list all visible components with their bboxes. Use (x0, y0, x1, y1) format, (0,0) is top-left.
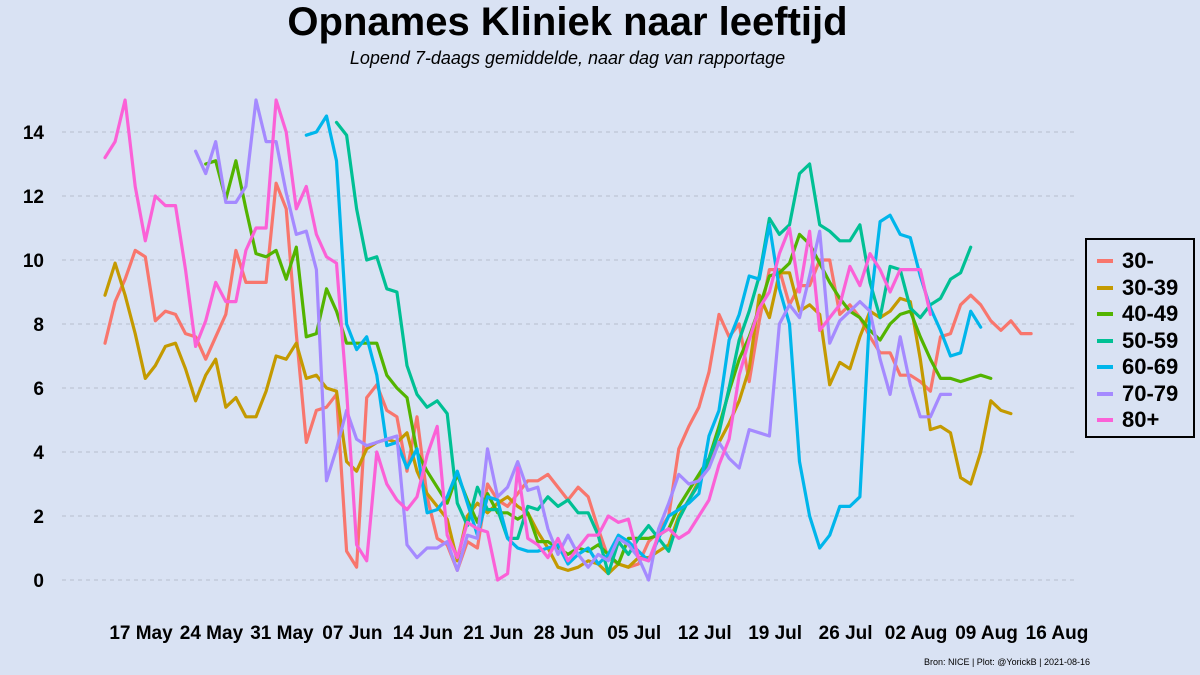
y-tick-label: 12 (23, 187, 44, 208)
x-axis-ticks: 17 May 24 May 31 May 07 Jun 14 Jun 21 Jun 28 J… (109, 623, 1088, 644)
y-tick-label: 10 (23, 251, 44, 272)
gridlines (62, 131, 1075, 581)
legend-swatch (1097, 312, 1113, 317)
x-tick-label: 07 Jun (322, 623, 382, 644)
x-tick-label: 31 May (250, 623, 314, 644)
legend-item: 60-69 (1097, 354, 1193, 381)
x-tick-label: 05 Jul (607, 623, 661, 644)
x-tick-label: 21 Jun (463, 623, 523, 644)
x-tick-label: 17 May (109, 623, 173, 644)
legend-item: 40-49 (1097, 301, 1193, 328)
x-tick-label: 16 Aug (1026, 623, 1089, 644)
legend-label: 30- (1122, 248, 1154, 274)
legend-label: 50-59 (1122, 327, 1179, 353)
x-tick-label: 09 Aug (955, 623, 1018, 644)
legend-item: 50-59 (1097, 328, 1193, 355)
legend-item: 30- (1097, 248, 1193, 275)
legend-label: 60-69 (1122, 354, 1179, 380)
series-line-50-59 (334, 120, 973, 576)
y-tick-label: 14 (23, 123, 45, 144)
legend: 30- 30-39 40-49 50-59 60-69 70-79 80+ (1085, 238, 1195, 438)
y-tick-label: 8 (33, 315, 44, 336)
legend-item: 70-79 (1097, 381, 1193, 408)
legend-swatch (1097, 418, 1113, 423)
x-tick-label: 26 Jul (819, 623, 873, 644)
series-line-80 (103, 98, 933, 582)
legend-item: 30-39 (1097, 275, 1193, 302)
legend-label: 70-79 (1122, 380, 1179, 406)
x-tick-label: 24 May (180, 623, 244, 644)
source-caption: Bron: NICE | Plot: @YorickB | 2021-08-16 (923, 657, 1090, 667)
legend-label: 80+ (1122, 407, 1160, 433)
series-line-30-39 (103, 261, 1013, 576)
legend-swatch (1097, 259, 1113, 264)
y-tick-label: 2 (33, 507, 44, 528)
chart-subtitle: Lopend 7-daags gemiddelde, naar dag van … (349, 48, 786, 68)
chart-title: Opnames Kliniek naar leeftijd (287, 0, 848, 44)
y-axis-ticks: 0 2 4 6 8 10 12 14 (23, 123, 45, 592)
series-lines (103, 98, 1033, 582)
x-tick-label: 28 Jun (534, 623, 594, 644)
x-tick-label: 19 Jul (748, 623, 802, 644)
legend-item: 80+ (1097, 407, 1193, 434)
series-line-40-49 (204, 159, 993, 566)
y-tick-label: 4 (33, 443, 44, 464)
legend-swatch (1097, 285, 1113, 290)
series-line-60-69 (304, 114, 983, 566)
legend-swatch (1097, 365, 1113, 370)
legend-swatch (1097, 338, 1113, 343)
series-line-70-79 (194, 98, 953, 582)
legend-label: 40-49 (1122, 301, 1179, 327)
x-tick-label: 12 Jul (678, 623, 732, 644)
x-tick-label: 02 Aug (885, 623, 948, 644)
x-tick-label: 14 Jun (393, 623, 453, 644)
legend-label: 30-39 (1122, 274, 1179, 300)
y-tick-label: 6 (33, 379, 44, 400)
y-tick-label: 0 (33, 571, 44, 592)
legend-swatch (1097, 391, 1113, 396)
